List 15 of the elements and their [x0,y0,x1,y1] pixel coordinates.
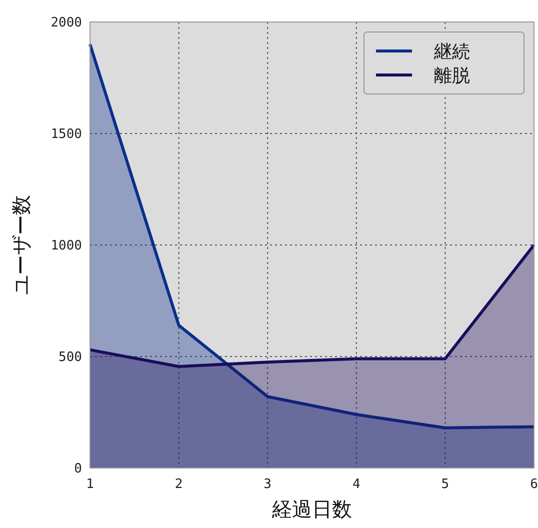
x-tick-label: 3 [264,477,272,492]
y-tick-label: 0 [74,462,82,477]
x-axis-title: 経過日数 [271,497,352,521]
x-tick-label: 2 [174,477,183,492]
y-axis-title: ユーザー数 [9,195,33,295]
y-tick-label: 1500 [50,127,82,142]
y-tick-label: 2000 [50,16,82,31]
y-tick-label: 500 [58,350,82,366]
x-tick-label: 5 [441,477,450,492]
x-tick-label: 1 [86,477,94,492]
legend-label: 継続 [433,41,470,62]
x-tick-label: 4 [352,477,360,492]
legend-label: 離脱 [434,65,470,86]
x-tick-label: 6 [530,477,538,492]
y-tick-label: 1000 [50,238,82,254]
